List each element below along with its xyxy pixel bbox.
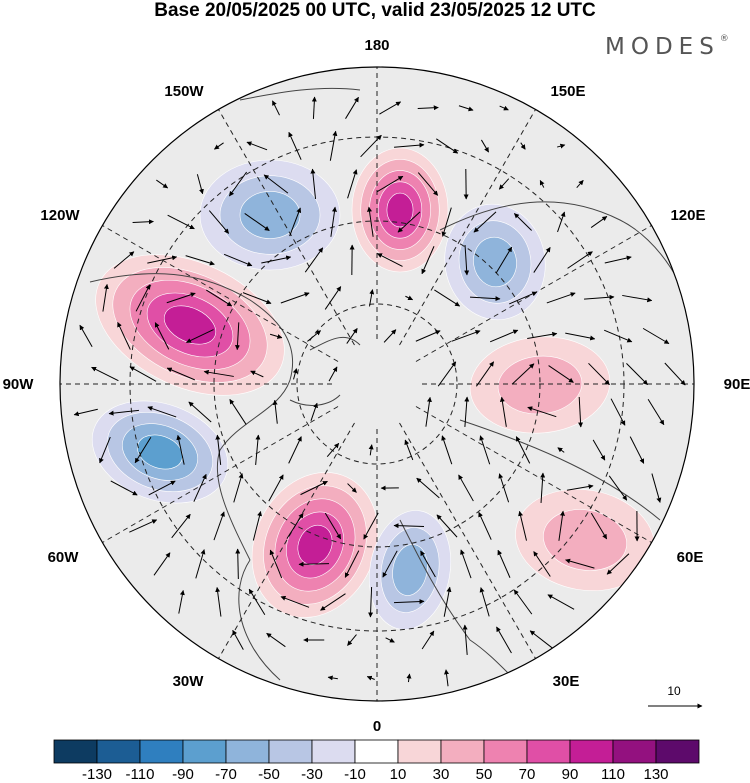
colorbar-swatch (569, 739, 614, 764)
colorbar-swatch (526, 739, 571, 764)
map-border (59, 66, 695, 702)
lon-label-60e: 60E (677, 549, 704, 566)
colorbar-swatch (612, 739, 657, 764)
logo-text: MODES (605, 34, 720, 60)
lon-label-150w: 150W (164, 83, 204, 100)
colorbar-swatches (53, 739, 700, 764)
colorbar-swatch (225, 739, 270, 764)
colorbar-label: 30 (433, 766, 450, 783)
lon-label-0: 0 (373, 718, 381, 735)
anomaly-pos-atlantic (251, 472, 379, 618)
lon-label-120w: 120W (40, 207, 80, 224)
colorbar-swatch (354, 739, 399, 764)
lon-label-60w: 60W (48, 549, 80, 566)
colorbar-label: -130 (82, 766, 112, 783)
colorbar-label: 50 (476, 766, 493, 783)
colorbar-label: 10 (390, 766, 407, 783)
lon-label-90w: 90W (3, 376, 35, 393)
registered-mark: ® (719, 34, 729, 45)
lon-label-30e: 30E (553, 673, 580, 690)
colorbar-swatch (182, 739, 227, 764)
colorbar-label: -70 (215, 766, 237, 783)
lon-label-90e: 90E (724, 376, 750, 393)
colorbar-swatch (268, 739, 313, 764)
colorbar-label: 110 (601, 766, 625, 783)
graticule (60, 67, 694, 701)
anomaly-neg-east-siberia (444, 203, 546, 321)
lon-label-30w: 30W (173, 673, 205, 690)
anomaly-neg-north-america (91, 400, 229, 504)
modes-logo: MODES® (605, 34, 729, 60)
colorbar-swatch (655, 739, 700, 764)
colorbar-swatch (139, 739, 184, 764)
wind-vectors (73, 96, 686, 687)
colorbar-label: -30 (301, 766, 323, 783)
anomaly-pos-alaska (351, 147, 449, 273)
lon-label-180: 180 (364, 37, 389, 54)
anomaly-pos-central-asia (515, 488, 655, 592)
colorbar-swatch (96, 739, 141, 764)
colorbar-label: -110 (126, 766, 155, 783)
colorbar-swatch (483, 739, 528, 764)
colorbar-label: 90 (562, 766, 579, 783)
colorbar-swatch (311, 739, 356, 764)
colorbar-label: 70 (519, 766, 536, 783)
anomaly-pos-canada (95, 254, 285, 396)
wind-reference-label: 10 (667, 684, 681, 698)
colorbar-label: -10 (344, 766, 366, 783)
colorbar-swatch (440, 739, 485, 764)
lon-label-150e: 150E (550, 83, 585, 100)
colorbar-swatch (53, 739, 98, 764)
anomaly-fields (91, 147, 655, 630)
colorbar-swatch (397, 739, 442, 764)
colorbar-label: -50 (258, 766, 280, 783)
colorbar-label: -90 (172, 766, 194, 783)
lon-label-120e: 120E (670, 207, 705, 224)
map-title: Base 20/05/2025 00 UTC, valid 23/05/2025… (154, 0, 596, 21)
colorbar-label: 130 (643, 766, 668, 783)
